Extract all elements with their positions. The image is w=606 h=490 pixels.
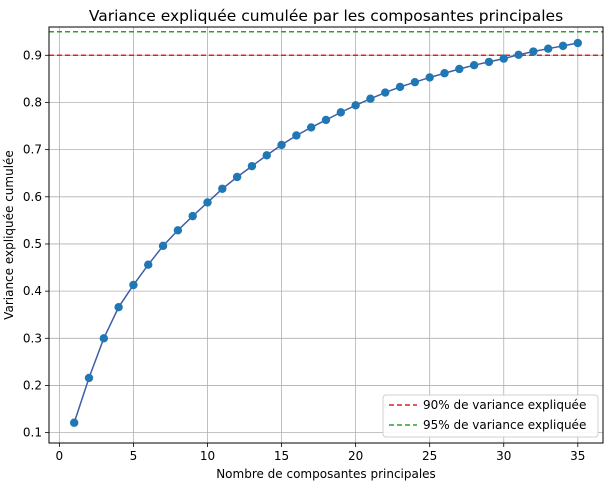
data-point	[277, 140, 286, 150]
data-point	[558, 41, 568, 51]
y-tick-label: 0.1	[23, 426, 42, 440]
x-tick-label: 25	[422, 449, 437, 463]
x-tick-label: 35	[570, 449, 585, 463]
y-axis-ticks: 0.1 0.2 0.3 0.4 0.5 0.6 0.7 0.8 0.9	[23, 48, 49, 440]
legend-box	[382, 394, 599, 438]
data-point	[381, 88, 390, 97]
data-point	[321, 115, 331, 125]
y-tick-label: 0.2	[23, 378, 42, 392]
data-point	[543, 44, 553, 53]
data-point	[514, 50, 523, 60]
y-tick-label: 0.6	[23, 190, 42, 204]
data-point	[395, 82, 405, 92]
data-point	[188, 211, 197, 221]
data-point	[203, 198, 212, 207]
data-point	[440, 69, 449, 78]
data-point	[262, 151, 271, 160]
data-point	[573, 38, 583, 48]
y-tick-label: 0.3	[23, 331, 42, 345]
reference-lines	[49, 30, 603, 57]
data-point	[114, 302, 123, 312]
y-tick-label: 0.8	[23, 95, 42, 109]
data-point	[425, 73, 434, 82]
legend: 90% de variance expliquée 95% de varianc…	[382, 394, 599, 438]
x-tick-label: 5	[130, 449, 138, 463]
data-point	[529, 47, 538, 56]
data-point	[247, 161, 257, 171]
data-point	[292, 131, 301, 140]
y-tick-label: 0.5	[23, 237, 42, 251]
data-point	[99, 334, 109, 343]
data-point	[84, 373, 94, 383]
plot-frame	[48, 26, 604, 444]
x-axis-label: Nombre de composantes principales	[216, 467, 436, 481]
series-line	[73, 42, 578, 423]
data-point	[173, 226, 183, 235]
x-axis-ticks: 0 5 10 15 20 25 30 35	[56, 443, 585, 463]
data-point	[351, 101, 360, 110]
data-point	[410, 77, 420, 87]
data-point	[218, 184, 227, 193]
y-tick-label: 0.7	[23, 143, 42, 157]
data-point	[158, 241, 168, 251]
data-point	[129, 280, 138, 290]
data-point	[306, 123, 316, 132]
grid	[49, 27, 603, 443]
data-point	[69, 418, 79, 427]
legend-label-90: 90% de variance expliquée	[423, 398, 586, 412]
legend-label-95: 95% de variance expliquée	[423, 418, 586, 432]
data-point	[366, 94, 375, 103]
x-tick-label: 30	[496, 449, 511, 463]
data-series	[69, 38, 583, 427]
x-tick-label: 10	[200, 449, 215, 463]
data-point	[484, 57, 494, 67]
y-axis-label: Variance expliquée cumulée	[2, 150, 16, 320]
data-point	[336, 108, 346, 117]
data-point	[469, 61, 479, 70]
x-tick-label: 15	[274, 449, 289, 463]
x-tick-label: 20	[348, 449, 363, 463]
chart-title: Variance expliquée cumulée par les compo…	[89, 7, 563, 25]
data-point	[455, 64, 464, 74]
data-point	[232, 172, 242, 182]
data-point	[499, 54, 508, 63]
y-tick-label: 0.4	[23, 284, 42, 298]
y-tick-label: 0.9	[23, 48, 42, 62]
x-tick-label: 0	[56, 449, 64, 463]
data-point	[144, 260, 153, 269]
